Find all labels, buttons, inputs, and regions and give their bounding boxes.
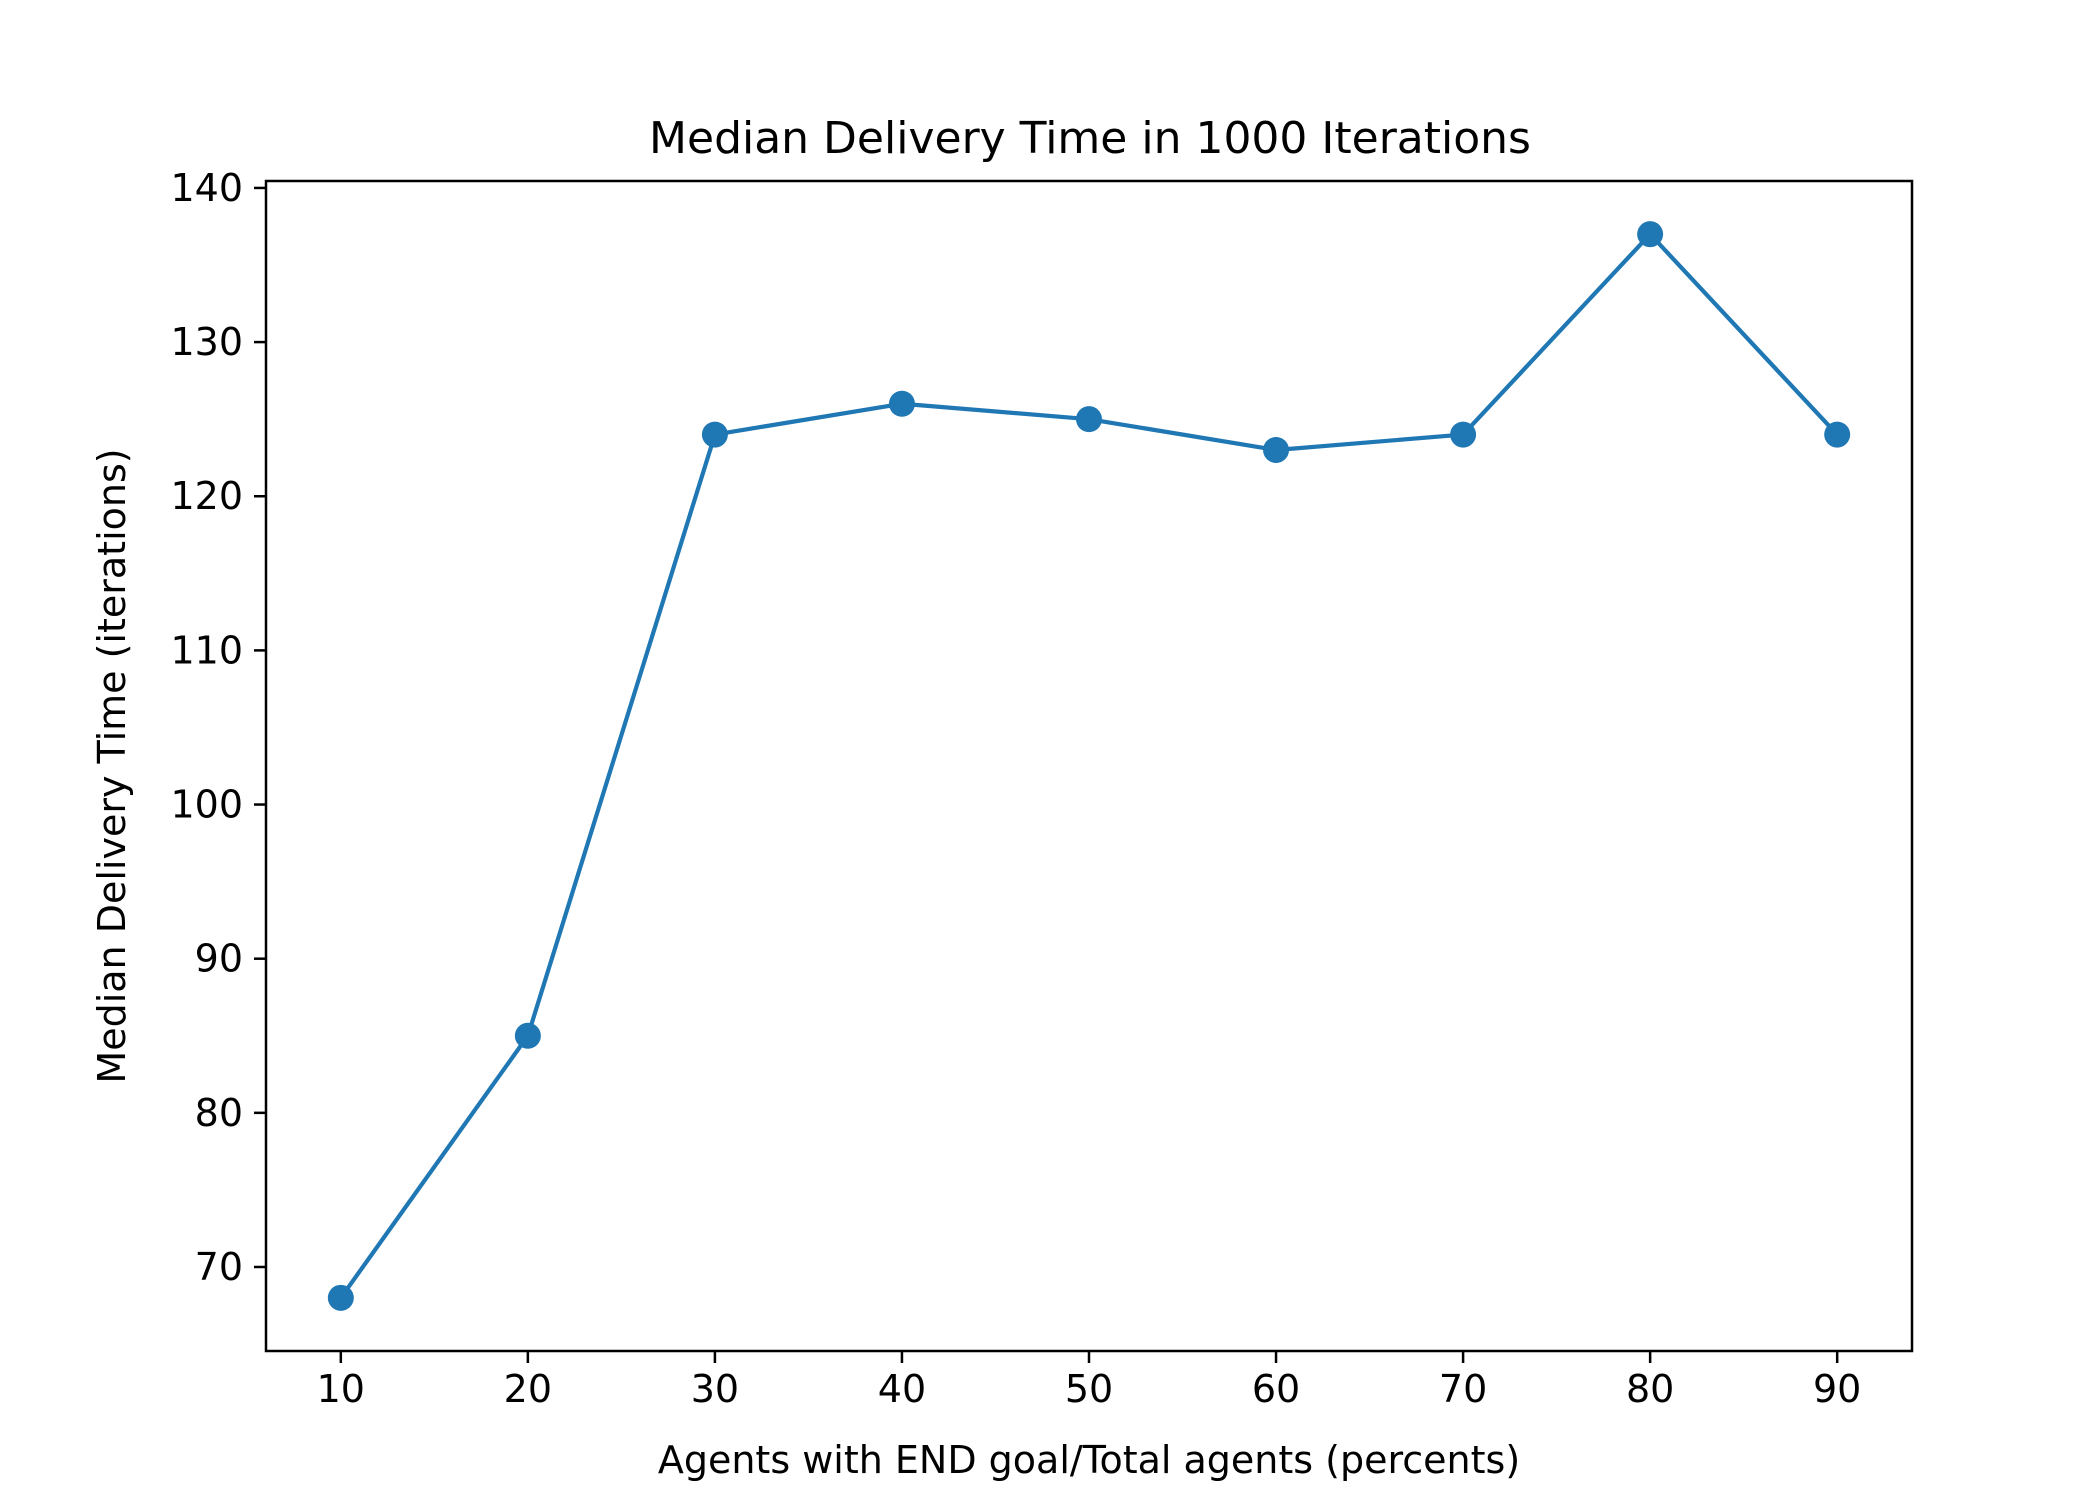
y-tick-label: 80 xyxy=(195,1091,243,1135)
y-tick-label: 130 xyxy=(170,320,243,364)
data-point xyxy=(1824,421,1851,448)
x-tick-label: 40 xyxy=(878,1367,926,1411)
x-axis: 10 20 30 40 50 60 70 80 90 xyxy=(317,1351,1861,1411)
x-tick-label: 70 xyxy=(1439,1367,1487,1411)
data-point xyxy=(888,390,915,417)
y-axis: 70 80 90 100 110 120 130 140 xyxy=(170,166,266,1289)
x-tick-label: 90 xyxy=(1813,1367,1861,1411)
y-tick-label: 110 xyxy=(170,628,243,672)
y-tick-label: 100 xyxy=(170,783,243,827)
y-tick-label: 70 xyxy=(195,1245,243,1289)
data-point xyxy=(514,1022,541,1049)
y-tick-label: 90 xyxy=(195,937,243,981)
x-tick-label: 80 xyxy=(1626,1367,1674,1411)
chart-title: Median Delivery Time in 1000 Iterations xyxy=(649,113,1531,164)
x-axis-label: Agents with END goal/Total agents (perce… xyxy=(658,1438,1520,1482)
y-tick-label: 120 xyxy=(170,474,243,518)
x-tick-label: 60 xyxy=(1252,1367,1300,1411)
plot-area: 10 20 30 40 50 60 70 80 90 70 80 90 100 110 120 130 140 xyxy=(170,166,1914,1411)
data-point xyxy=(327,1284,354,1311)
x-tick-label: 20 xyxy=(504,1367,552,1411)
data-point xyxy=(701,421,728,448)
data-point xyxy=(1637,221,1664,248)
x-tick-label: 30 xyxy=(691,1367,739,1411)
y-tick-label: 140 xyxy=(170,166,243,210)
series-layer xyxy=(327,221,1851,1311)
y-axis-label: Median Delivery Time (iterations) xyxy=(90,448,134,1083)
x-tick-label: 10 xyxy=(317,1367,365,1411)
x-tick-label: 50 xyxy=(1065,1367,1113,1411)
data-point xyxy=(1450,421,1477,448)
data-point xyxy=(1076,406,1102,433)
data-point xyxy=(1263,436,1290,463)
